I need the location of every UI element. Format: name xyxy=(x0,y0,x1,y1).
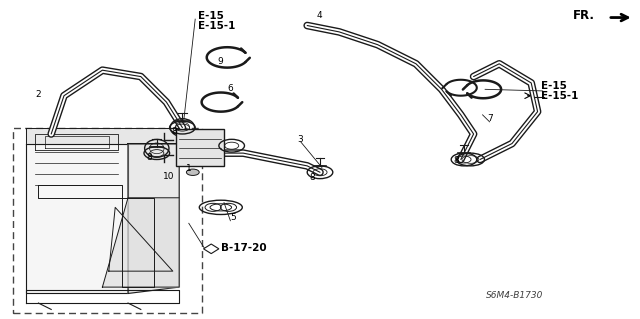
Text: S6M4-B1730: S6M4-B1730 xyxy=(486,291,544,300)
Text: 8: 8 xyxy=(172,127,177,136)
Polygon shape xyxy=(128,144,179,293)
Text: B-17-20: B-17-20 xyxy=(221,243,266,253)
Bar xyxy=(13,128,202,313)
Text: FR.: FR. xyxy=(573,9,595,22)
Text: 10: 10 xyxy=(163,172,175,181)
Text: 8: 8 xyxy=(309,173,315,182)
Polygon shape xyxy=(26,128,179,144)
Text: 4: 4 xyxy=(317,11,323,19)
Text: 6: 6 xyxy=(227,84,233,93)
Text: E-15: E-15 xyxy=(198,11,224,21)
Text: 9: 9 xyxy=(218,57,223,66)
Text: 8: 8 xyxy=(146,152,152,161)
Polygon shape xyxy=(26,144,128,293)
Bar xyxy=(176,129,224,166)
Text: 5: 5 xyxy=(230,213,236,222)
Polygon shape xyxy=(102,198,179,287)
Text: E-15-1: E-15-1 xyxy=(541,91,578,101)
Text: 3: 3 xyxy=(298,135,303,144)
Text: 7: 7 xyxy=(488,114,493,123)
Text: E-15: E-15 xyxy=(541,81,566,91)
Text: 8: 8 xyxy=(453,156,459,165)
Text: 1: 1 xyxy=(186,164,191,173)
Text: E-15-1: E-15-1 xyxy=(198,21,236,31)
Circle shape xyxy=(186,169,199,175)
Polygon shape xyxy=(204,244,219,254)
Text: 2: 2 xyxy=(35,90,41,99)
